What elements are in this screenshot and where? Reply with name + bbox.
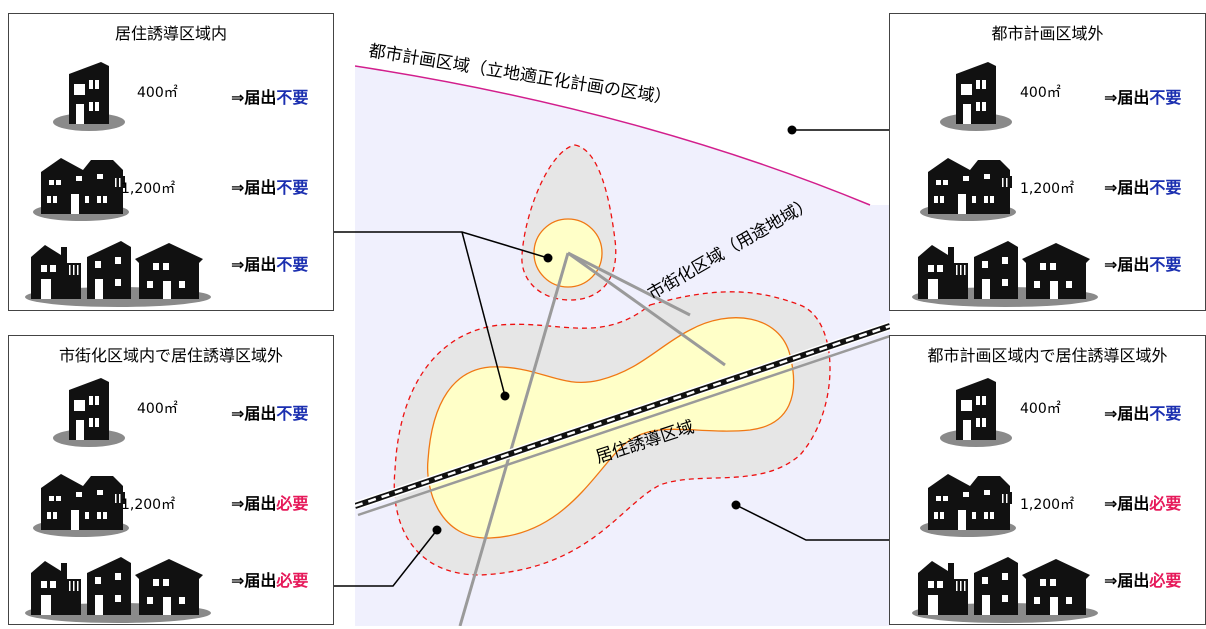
notification-verdict: ⇒届出不要 [1104, 400, 1181, 424]
house-icon [926, 370, 1026, 454]
notification-verdict: ⇒届出不要 [231, 251, 308, 275]
notification-verdict: ⇒届出必要 [1104, 567, 1181, 591]
required-label: 必要 [276, 571, 309, 590]
panel-title: 都市計画区域外 [991, 24, 1104, 43]
roads [458, 251, 726, 626]
verdict-prefix: ⇒届出 [231, 178, 277, 197]
verdict-prefix: ⇒届出 [1104, 571, 1150, 590]
verdict-prefix: ⇒届出 [231, 255, 277, 274]
floor-area: 1,200㎡ [1020, 181, 1075, 197]
floor-area: 400㎡ [1020, 85, 1061, 101]
building-row: 1,200㎡ ⇒届出必要 [9, 460, 333, 540]
verdict-prefix: ⇒届出 [231, 571, 277, 590]
building-row: ⇒届出必要 [9, 545, 333, 625]
verdict-prefix: ⇒届出 [231, 404, 277, 423]
verdict-prefix: ⇒届出 [1104, 494, 1150, 513]
notification-verdict: ⇒届出必要 [1104, 490, 1181, 514]
three-houses-icon [910, 545, 1100, 629]
notification-verdict: ⇒届出必要 [231, 567, 308, 591]
verdict-prefix: ⇒届出 [231, 494, 277, 513]
notification-verdict: ⇒届出不要 [231, 84, 308, 108]
verdict-prefix: ⇒届出 [231, 88, 277, 107]
verdict-prefix: ⇒届出 [1104, 178, 1150, 197]
building-row: 1,200㎡ ⇒届出不要 [890, 144, 1205, 224]
notification-verdict: ⇒届出不要 [231, 174, 308, 198]
duplex-icon [918, 144, 1028, 228]
house-icon [926, 54, 1026, 138]
not-required-label: 不要 [276, 404, 309, 423]
railway [355, 321, 890, 517]
panel-title: 都市計画区域内で居住誘導区域外 [927, 346, 1168, 365]
verdict-prefix: ⇒届出 [1104, 255, 1150, 274]
notification-verdict: ⇒届出不要 [231, 400, 308, 424]
building-row: 400㎡ ⇒届出不要 [9, 370, 333, 450]
required-label: 必要 [276, 494, 309, 513]
house-icon [39, 54, 139, 138]
notification-verdict: ⇒届出不要 [1104, 174, 1181, 198]
house-icon [39, 370, 139, 454]
building-row: 400㎡ ⇒届出不要 [9, 54, 333, 134]
three-houses-icon [910, 229, 1100, 313]
building-row: 1,200㎡ ⇒届出不要 [9, 144, 333, 224]
required-label: 必要 [1149, 494, 1182, 513]
panel-urban-outside-residence-area: 市街化区域内で居住誘導区域外 400㎡ ⇒届出不要 1,200㎡ ⇒届出必要 ⇒届出… [8, 335, 334, 625]
building-row: ⇒届出必要 [890, 545, 1205, 625]
panel-outside-city-planning-area: 都市計画区域外 400㎡ ⇒届出不要 1,200㎡ ⇒届出不要 ⇒届出不要 [889, 13, 1206, 311]
required-label: 必要 [1149, 571, 1182, 590]
not-required-label: 不要 [276, 88, 309, 107]
panel-inside-residence-area: 居住誘導区域内 400㎡ ⇒届出不要 1,200㎡ ⇒届出不要 ⇒届出不要 [8, 13, 334, 311]
floor-area: 1,200㎡ [121, 181, 176, 197]
panel-title: 市街化区域内で居住誘導区域外 [58, 346, 283, 365]
floor-area: 400㎡ [1020, 401, 1061, 417]
notification-verdict: ⇒届出不要 [1104, 251, 1181, 275]
floor-area: 1,200㎡ [1020, 497, 1075, 513]
city-planning-boundary [355, 65, 871, 206]
not-required-label: 不要 [276, 178, 309, 197]
verdict-prefix: ⇒届出 [1104, 404, 1150, 423]
duplex-icon [31, 460, 141, 544]
not-required-label: 不要 [276, 255, 309, 274]
panel-city-planning-outside-residence-area: 都市計画区域内で居住誘導区域外 400㎡ ⇒届出不要 1,200㎡ ⇒届出必要 ⇒届… [889, 335, 1206, 625]
not-required-label: 不要 [1149, 178, 1182, 197]
three-houses-icon [23, 229, 213, 313]
not-required-label: 不要 [1149, 255, 1182, 274]
building-row: 400㎡ ⇒届出不要 [890, 54, 1205, 134]
residence-induction-area [426, 317, 795, 539]
panel-title: 居住誘導区域内 [114, 24, 227, 43]
notification-verdict: ⇒届出不要 [1104, 84, 1181, 108]
floor-area: 400㎡ [137, 85, 178, 101]
not-required-label: 不要 [1149, 404, 1182, 423]
building-row: ⇒届出不要 [9, 229, 333, 309]
building-row: 1,200㎡ ⇒届出必要 [890, 460, 1205, 540]
floor-area: 400㎡ [137, 401, 178, 417]
building-row: 400㎡ ⇒届出不要 [890, 370, 1205, 450]
building-row: ⇒届出不要 [890, 229, 1205, 309]
floor-area: 1,200㎡ [121, 497, 176, 513]
notification-verdict: ⇒届出必要 [231, 490, 308, 514]
duplex-icon [31, 144, 141, 228]
three-houses-icon [23, 545, 213, 629]
duplex-icon [918, 460, 1028, 544]
not-required-label: 不要 [1149, 88, 1182, 107]
leader-dots [432, 125, 797, 535]
verdict-prefix: ⇒届出 [1104, 88, 1150, 107]
leader-lines [333, 129, 890, 587]
